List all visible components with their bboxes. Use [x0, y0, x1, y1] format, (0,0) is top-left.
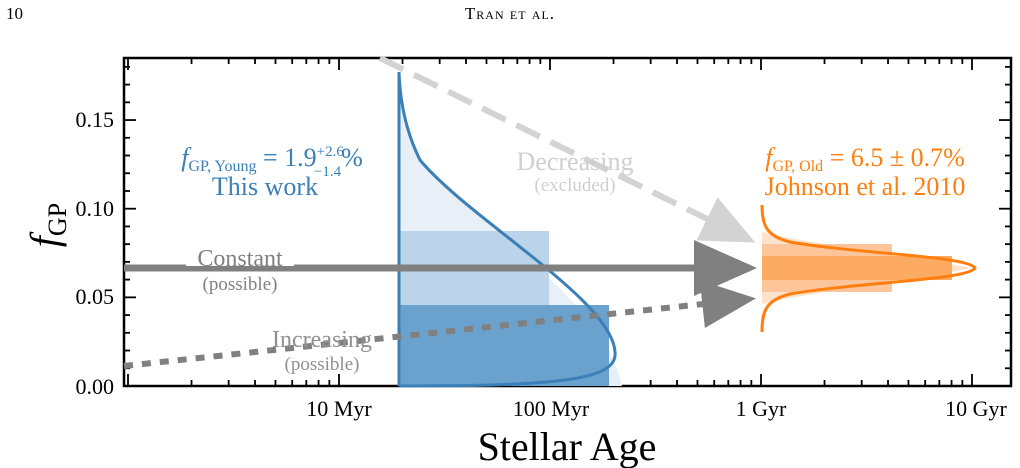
old-posterior-curve — [760, 204, 977, 333]
x-tick-label-100myr: 100 Myr — [513, 396, 590, 421]
young-annotation: fGP, Young = 1.9+2.6 −1.4% This work — [181, 143, 363, 201]
x-tick-label-10gyr: 10 Gyr — [945, 396, 1007, 421]
increasing-label: Increasing (possible) — [272, 327, 372, 375]
constant-label: Constant (possible) — [186, 246, 294, 295]
running-head: Tran et al. — [464, 4, 556, 23]
y-axis-label: fGP — [22, 203, 72, 247]
svg-text:fGP: fGP — [22, 203, 72, 247]
decreasing-line — [378, 55, 756, 243]
svg-text:fGP, Old = 6.5 ± 0.7%: fGP, Old = 6.5 ± 0.7% — [765, 143, 965, 175]
y-tick-label-2: 0.10 — [76, 196, 115, 221]
young-eq: = 1.9 — [257, 143, 317, 172]
young-f: f — [181, 143, 192, 172]
constant-name: Constant — [197, 246, 283, 272]
old-line2: Johnson et al. 2010 — [765, 172, 966, 201]
y-axis-label-sub: GP — [43, 203, 72, 236]
increasing-note: (possible) — [285, 354, 360, 375]
young-subs: −1.4 — [314, 164, 342, 180]
young-posterior — [397, 71, 622, 388]
young-sub: GP, Young — [188, 158, 256, 175]
old-band-1sigma — [762, 256, 952, 280]
y-tick-label-0: 0.00 — [76, 374, 115, 399]
old-eq: = 6.5 ± 0.7% — [823, 143, 965, 172]
page-number: 10 — [6, 4, 23, 23]
decreasing-note: (excluded) — [534, 175, 615, 196]
axis-ticks — [124, 58, 1011, 387]
young-posterior-curve — [397, 71, 617, 388]
increasing-name: Increasing — [272, 327, 372, 353]
old-f: f — [765, 143, 776, 172]
x-axis-label: Stellar Age — [478, 424, 657, 468]
y-tick-label-3: 0.15 — [76, 107, 115, 132]
old-sub: GP, Old — [772, 158, 823, 175]
y-tick-label-1: 0.05 — [76, 284, 115, 309]
old-posterior — [760, 204, 977, 333]
old-annotation: fGP, Old = 6.5 ± 0.7% Johnson et al. 201… — [765, 143, 966, 201]
increasing-line — [123, 280, 756, 369]
constant-note: (possible) — [203, 274, 278, 295]
x-tick-label-1gyr: 1 Gyr — [736, 396, 787, 421]
young-line2: This work — [212, 172, 318, 201]
young-pct: % — [341, 143, 363, 172]
y-tick-labels: 0.00 0.05 0.10 0.15 — [76, 107, 115, 399]
svg-text:fGP, Young = 1.9+2.6−1.4%: fGP, Young = 1.9+2.6 −1.4% — [181, 143, 363, 180]
decreasing-name: Decreasing — [517, 147, 634, 176]
x-tick-label-10myr: 10 Myr — [306, 396, 372, 421]
young-sup: +2.6 — [317, 144, 345, 160]
decreasing-label: Decreasing (excluded) — [517, 147, 634, 196]
x-tick-labels: 10 Myr 100 Myr 1 Gyr 10 Gyr — [306, 396, 1007, 421]
